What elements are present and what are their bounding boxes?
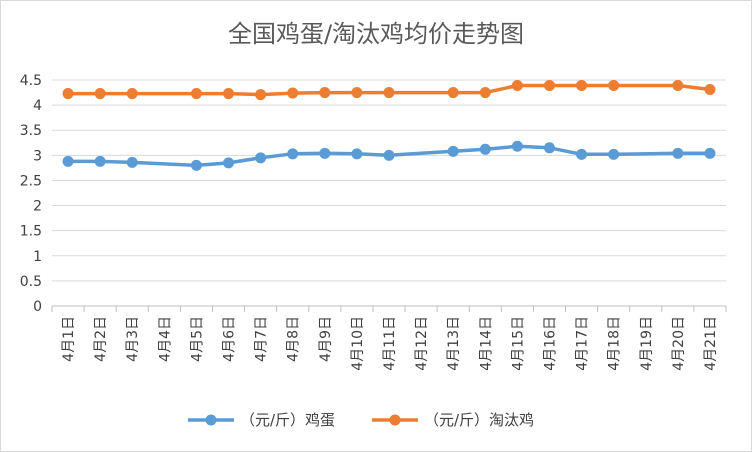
series-1: [62, 140, 716, 171]
x-tick-label: 4月10日: [350, 316, 366, 371]
data-point: [351, 87, 363, 99]
x-tick-label: 4月11日: [382, 316, 398, 371]
chart-title: 全国鸡蛋/淘汰鸡均价走势图: [227, 20, 525, 48]
y-axis-ticks: 0 0.5 1 1.5 2 2.5 3 3.5 4 4.5: [20, 73, 42, 315]
x-tick-label: 4月4日: [157, 316, 173, 362]
data-point: [704, 147, 716, 159]
x-tick-label: 4月9日: [318, 316, 334, 362]
data-point: [319, 87, 331, 99]
data-point: [511, 80, 523, 92]
y-tick-label: 1.5: [20, 224, 42, 240]
x-tick-label: 4月8日: [286, 316, 302, 362]
data-point: [223, 88, 235, 100]
x-tick-label: 4月14日: [478, 316, 494, 371]
data-point: [319, 147, 331, 159]
x-tick-label: 4月5日: [189, 316, 205, 362]
y-tick-label: 2: [33, 199, 42, 215]
y-tick-label: 0: [33, 299, 42, 315]
y-tick-label: 2.5: [20, 173, 42, 189]
data-point: [255, 152, 267, 164]
data-point: [576, 80, 588, 92]
legend-marker: [205, 414, 217, 426]
data-point: [576, 148, 588, 160]
x-tick-label: 4月19日: [639, 316, 655, 371]
x-axis: 4月1日 4月2日 4月3日 4月4日 4月5日 4月6日 4月7日 4月8日 4月9日 4月10…: [51, 305, 727, 371]
y-tick-label: 4: [33, 98, 42, 114]
data-point: [608, 80, 620, 92]
data-point: [383, 87, 395, 99]
data-point: [511, 140, 523, 152]
data-point: [383, 149, 395, 161]
data-point: [255, 89, 267, 101]
data-point: [672, 80, 684, 92]
data-point: [543, 142, 555, 154]
x-tick-label: 4月7日: [254, 316, 270, 362]
y-tick-label: 3.5: [20, 123, 42, 139]
data-point: [479, 143, 491, 155]
y-tick-label: 0.5: [20, 274, 42, 290]
legend-marker: [389, 414, 401, 426]
data-point: [704, 84, 716, 96]
legend: （元/斤）鸡蛋 （元/斤）淘汰鸡: [188, 411, 534, 429]
y-tick-label: 4.5: [20, 73, 42, 89]
data-point: [479, 87, 491, 99]
x-tick-label: 4月1日: [61, 316, 77, 362]
data-point: [447, 87, 459, 99]
x-tick-label: 4月15日: [510, 316, 526, 371]
x-tick-label: 4月21日: [703, 316, 719, 371]
data-point: [62, 88, 74, 100]
data-point: [126, 156, 138, 168]
data-point: [190, 88, 202, 100]
x-tick-label: 4月18日: [607, 316, 623, 371]
data-point: [190, 159, 202, 171]
data-point: [543, 80, 555, 92]
data-point: [351, 148, 363, 160]
x-tick-label: 4月3日: [125, 316, 141, 362]
x-tick-label: 4月2日: [93, 316, 109, 362]
data-point: [126, 88, 138, 100]
data-point: [287, 87, 299, 99]
series-2: [62, 80, 716, 101]
x-tick-label: 4月12日: [414, 316, 430, 371]
y-tick-label: 3: [33, 148, 42, 164]
series-layer: [62, 80, 716, 171]
x-tick-label: 4月13日: [446, 316, 462, 371]
data-point: [62, 155, 74, 167]
y-tick-label: 1: [33, 249, 42, 265]
data-point: [287, 148, 299, 160]
data-point: [94, 88, 106, 100]
legend-label: （元/斤）鸡蛋: [240, 411, 335, 429]
x-tick-label: 4月6日: [222, 316, 238, 362]
data-point: [672, 147, 684, 159]
legend-label: （元/斤）淘汰鸡: [424, 411, 534, 429]
x-tick-label: 4月20日: [671, 316, 687, 371]
legend-item: （元/斤）鸡蛋: [188, 411, 335, 429]
x-tick-label: 4月17日: [575, 316, 591, 371]
data-point: [608, 148, 620, 160]
legend-item: （元/斤）淘汰鸡: [372, 411, 534, 429]
data-point: [223, 157, 235, 169]
x-tick-label: 4月16日: [542, 316, 558, 371]
grid-lines: [52, 79, 726, 307]
data-point: [94, 155, 106, 167]
data-point: [447, 145, 459, 157]
